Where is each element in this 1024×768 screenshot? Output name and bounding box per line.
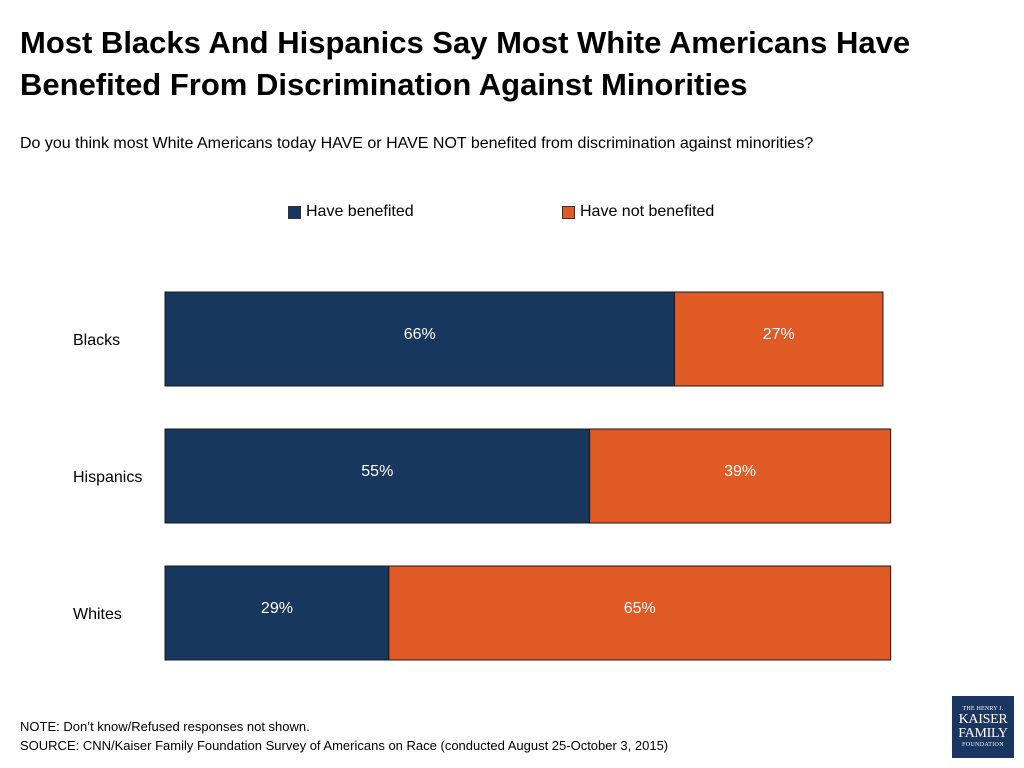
kaiser-family-foundation-logo: THE HENRY J. KAISER FAMILY FOUNDATION	[952, 696, 1014, 758]
data-label-whites-have-not-benefited: 65%	[624, 600, 656, 617]
bar-whites-have-not-benefited	[388, 565, 892, 661]
note-text: NOTE: Don’t know/Refused responses not s…	[20, 719, 310, 734]
bar-blacks-have-not-benefited	[674, 291, 884, 387]
legend-item-have-benefited: Have benefited	[288, 203, 414, 221]
data-label-whites-have-benefited: 29%	[261, 600, 293, 617]
footnotes: NOTE: Don’t know/Refused responses not s…	[20, 717, 668, 755]
logo-line-1: THE HENRY J.	[962, 706, 1004, 712]
bar-blacks-have-benefited	[164, 291, 676, 387]
data-label-hispanics-have-benefited: 55%	[361, 463, 393, 480]
category-label-blacks: Blacks	[73, 332, 120, 349]
legend-item-have-not-benefited: Have not benefited	[562, 203, 714, 221]
logo-line-2: KAISER	[958, 712, 1008, 727]
legend-swatch-have-not-benefited	[562, 205, 575, 219]
bar-hispanics-have-not-benefited	[589, 428, 892, 524]
legend-swatch-have-benefited	[288, 205, 301, 219]
chart-subtitle: Do you think most White Americans today …	[20, 135, 814, 152]
chart-title: Most Blacks And Hispanics Say Most White…	[20, 25, 911, 102]
legend-label-have-not-benefited: Have not benefited	[580, 203, 715, 220]
legend-label-have-benefited: Have benefited	[306, 203, 414, 220]
category-label-hispanics: Hispanics	[73, 469, 142, 486]
source-text: SOURCE: CNN/Kaiser Family Foundation Sur…	[20, 738, 669, 753]
category-label-whites: Whites	[73, 606, 122, 623]
data-label-blacks-have-not-benefited: 27%	[763, 326, 795, 343]
stacked-bar-chart: Blacks 66% 27% Hispanics 55% 39% Whites 29% 65%	[73, 291, 892, 661]
bar-hispanics-have-benefited	[164, 428, 591, 524]
logo-line-3: FAMILY	[958, 726, 1008, 741]
logo-line-4: FOUNDATION	[962, 742, 1004, 748]
data-label-hispanics-have-not-benefited: 39%	[724, 463, 756, 480]
data-label-blacks-have-benefited: 66%	[404, 326, 436, 343]
legend: Have benefited Have not benefited	[0, 203, 1024, 225]
